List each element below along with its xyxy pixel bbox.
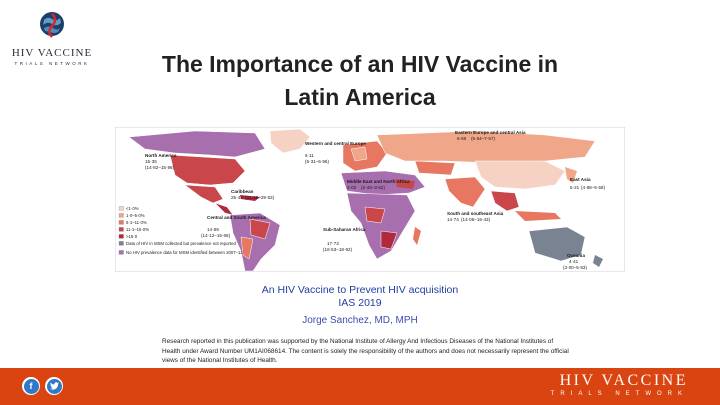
- facebook-icon: f: [23, 378, 39, 394]
- legend-label: 5·1–11·0%: [126, 220, 147, 225]
- legend-label: >15·0: [126, 234, 138, 239]
- hvtn-logo: HIV VACCINE TRIALS NETWORK: [10, 10, 94, 66]
- legend-label: 1·0–5·0%: [126, 213, 145, 218]
- label-middle-east: Middle East and North Africa: [347, 179, 410, 184]
- footer-logo-name: HIV VACCINE: [559, 372, 688, 389]
- logo-name: HIV VACCINE: [11, 47, 93, 59]
- label-oceania: Oceania: [567, 253, 585, 258]
- legend-swatch: [118, 234, 124, 239]
- range-central-south-america: (14·12–15·66): [201, 233, 231, 238]
- world-map: North America 15·35 (14·82–15·98) Wester…: [115, 127, 625, 272]
- author: Jorge Sanchez, MD, MPH: [302, 315, 418, 326]
- globe-ribbon-icon: [40, 12, 64, 38]
- label-eastern-europe: Eastern Europe and central Asia: [455, 130, 526, 135]
- legend-swatch: [118, 227, 124, 232]
- event-title: An HIV Vaccine to Prevent HIV acquisitio…: [261, 284, 459, 296]
- twitter-icon: [46, 378, 62, 394]
- twitter-button[interactable]: [45, 377, 63, 395]
- logo-subtitle: TRIALS NETWORK: [14, 61, 90, 66]
- legend-swatch: [118, 241, 124, 246]
- range-eastern-europe: (5·54–7·57): [471, 136, 495, 141]
- value-middle-east: 3·02: [347, 185, 357, 190]
- label-north-america: North America: [145, 153, 177, 158]
- legend-label: <1·0%: [126, 206, 139, 211]
- map-legend: <1·0% 1·0–5·0% 5·1–11·0% 11·1–15·0% >15·0 Dat…: [118, 206, 243, 255]
- value-western-europe: 6·11: [305, 153, 314, 158]
- legend-label: No HIV prevalence data for MSM identifie…: [126, 250, 243, 255]
- value-eastern-europe: 6·56: [457, 136, 467, 141]
- legend-swatch: [118, 213, 124, 218]
- title-line-2: Latin America: [284, 84, 436, 110]
- value-central-south-america: 14·89: [207, 227, 219, 232]
- slide-title: The Importance of an HIV Vaccine in Lati…: [100, 48, 620, 114]
- legend-label: 11·1–15·0%: [126, 227, 149, 232]
- range-western-europe: (5·31–6·96): [305, 159, 329, 164]
- legend-swatch: [118, 220, 124, 225]
- footer-logo-subtitle: TRIALS NETWORK: [550, 391, 688, 397]
- value-south-asia: 14·74: [447, 217, 459, 222]
- legend-swatch: [118, 206, 124, 211]
- range-south-asia: (14·05–15·43): [461, 217, 491, 222]
- legend-swatch: [118, 250, 124, 255]
- range-oceania: (3·00–5·83): [563, 265, 587, 270]
- footer-bar: f HIV VACCINE TRIALS NETWORK: [0, 368, 720, 405]
- value-sub-saharan-africa: 17·73: [327, 241, 339, 246]
- range-sub-saharan-africa: (16·53–18·92): [323, 247, 353, 252]
- value-caribbean: 25·44: [231, 195, 243, 200]
- value-east-asia: 5·21: [570, 185, 580, 190]
- value-oceania: 4·41: [569, 259, 579, 264]
- label-south-asia: South and southeast Asia: [447, 211, 504, 216]
- facebook-button[interactable]: f: [22, 377, 40, 395]
- label-sub-saharan-africa: Sub-Saharan Africa: [323, 227, 366, 232]
- label-caribbean: Caribbean: [231, 189, 254, 194]
- value-north-america: 15·35: [145, 159, 157, 164]
- range-middle-east: (2·43–3·62): [361, 185, 385, 190]
- range-north-america: (14·82–15·98): [145, 165, 175, 170]
- label-central-south-america: Central and South America: [207, 215, 266, 220]
- legend-label: Data of HIV in MSM collected but prevale…: [126, 241, 236, 246]
- funding-disclaimer: Research reported in this publication wa…: [162, 338, 569, 365]
- range-caribbean: (21·35–29·53): [245, 195, 275, 200]
- title-line-1: The Importance of an HIV Vaccine in: [161, 51, 559, 77]
- label-western-europe: Western and central Europe: [305, 141, 366, 146]
- event-name: IAS 2019: [338, 297, 382, 309]
- range-east-asia: (4·88–5·58): [581, 185, 605, 190]
- label-east-asia: East Asia: [570, 177, 591, 182]
